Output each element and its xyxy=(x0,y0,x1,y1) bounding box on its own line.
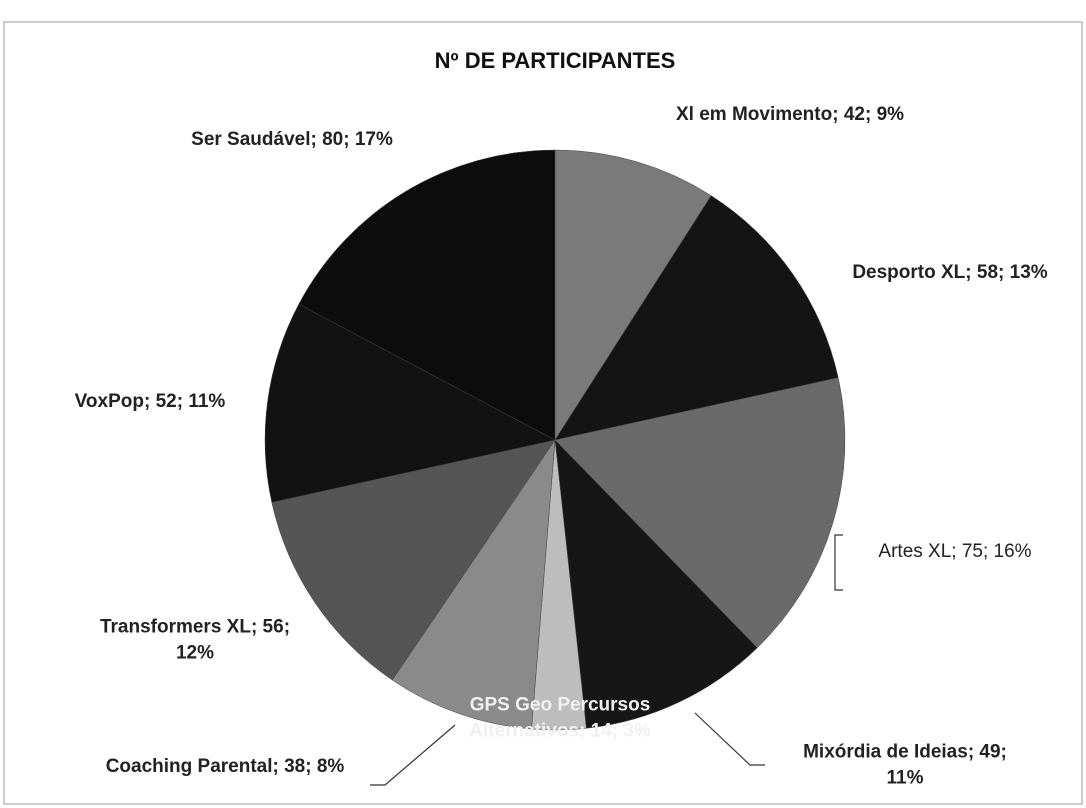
pie-slice xyxy=(391,439,556,730)
leader-lines xyxy=(370,534,843,786)
data-label: Transformers XL; 56; 12% xyxy=(99,616,291,663)
data-label: Coaching Parental; 38; 8% xyxy=(105,756,345,778)
data-label: Artes XL; 75; 16% xyxy=(878,541,1032,563)
pie-slice xyxy=(271,439,556,681)
data-label: Mixórdia de Ideias; 49; 11% xyxy=(803,741,1007,788)
chart-frame xyxy=(3,21,1083,805)
data-label: GPS Geo Percursos Alternativos; 14; 3% xyxy=(469,694,651,741)
pie-slice xyxy=(554,195,839,441)
leader-line xyxy=(834,534,843,591)
data-label: VoxPop; 52; 11% xyxy=(74,391,226,413)
pie-slice xyxy=(554,377,846,649)
chart-title: Nº DE PARTICIPANTES xyxy=(435,48,676,73)
leader-line xyxy=(370,724,456,786)
data-label: Desporto XL; 58; 13% xyxy=(852,262,1048,284)
pie-slice xyxy=(264,303,556,503)
data-label: Ser Saudável; 80; 17% xyxy=(191,129,393,151)
leader-line xyxy=(694,712,765,766)
pie-slice xyxy=(554,439,758,729)
pie-slice xyxy=(554,149,712,441)
data-label: Xl em Movimento; 42; 9% xyxy=(675,104,905,126)
pie-slice xyxy=(298,149,556,441)
pie xyxy=(264,149,846,731)
